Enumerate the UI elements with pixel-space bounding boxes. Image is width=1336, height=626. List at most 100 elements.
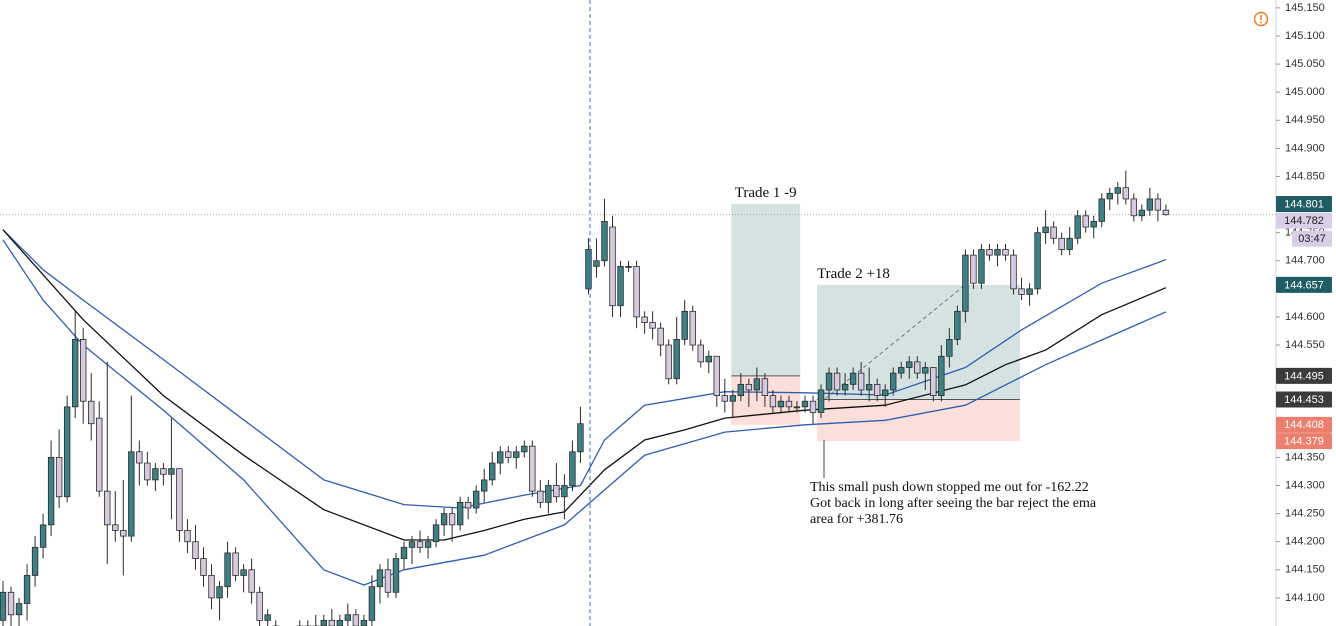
candle-body [112, 524, 119, 531]
candle-body [1114, 187, 1121, 194]
candle-body [47, 457, 55, 526]
candle-body [577, 423, 584, 453]
candle-body [609, 226, 616, 307]
candle-body [144, 462, 151, 481]
y-tick-label: 144.550 [1285, 339, 1325, 351]
candle-body [120, 530, 127, 537]
candle-body [761, 378, 769, 397]
y-tick-label: 144.700 [1285, 255, 1325, 267]
price-badge-label: 144.801 [1284, 198, 1324, 210]
candle-body [801, 400, 809, 408]
candle-body [31, 546, 39, 576]
candle-body [521, 445, 528, 453]
warning-icon[interactable] [1253, 11, 1269, 27]
candle-body [1090, 221, 1097, 228]
y-tick-label: 144.300 [1285, 479, 1325, 491]
candle-body [930, 367, 937, 397]
candle-body [128, 451, 135, 537]
candle-body [537, 490, 544, 503]
candle-body [745, 383, 753, 391]
candle-body [0, 591, 7, 621]
candle-body [104, 490, 111, 526]
candle-body [464, 501, 472, 509]
candle-body [1082, 215, 1089, 228]
price-badge [1276, 391, 1332, 408]
candle-body [922, 367, 929, 374]
candle-body [1058, 237, 1065, 250]
candle-body [23, 575, 31, 604]
candle-body [328, 619, 336, 626]
candle-body [200, 558, 207, 576]
price-badge-label: 144.379 [1284, 436, 1324, 448]
candle-body [1042, 226, 1049, 234]
y-tick-label: 145.000 [1285, 86, 1325, 98]
candle-body [873, 383, 881, 397]
candle-body [793, 406, 801, 409]
candle-body [890, 372, 897, 391]
trade-label: Trade 1 -9 [735, 185, 797, 201]
candle-body [849, 372, 857, 385]
price-badge-label: 144.408 [1284, 419, 1324, 431]
candle-body [777, 400, 785, 408]
candle-body [649, 322, 656, 329]
candle-body [424, 541, 432, 548]
candle-body [713, 355, 720, 397]
candle-body [264, 614, 271, 621]
candle-body [80, 339, 87, 402]
annotation-text: Got back in long after seeing the bar re… [810, 496, 1097, 511]
candle-body [1018, 288, 1025, 295]
candle-body [336, 619, 344, 626]
candle-body [729, 395, 737, 402]
timer-badge [1292, 230, 1332, 247]
candle-body [906, 361, 913, 368]
candle-body [817, 389, 825, 413]
candle-body [1026, 288, 1033, 295]
y-tick-label: 144.600 [1285, 311, 1325, 323]
candle-body [946, 339, 953, 357]
candle-body [841, 383, 849, 391]
candle-body [593, 260, 600, 267]
candle-body [376, 569, 384, 588]
candle-body [545, 485, 552, 503]
candle-body [994, 249, 1001, 256]
candle-body [256, 591, 263, 621]
candle-body [224, 552, 231, 588]
candle-body [785, 400, 793, 408]
candle-body [7, 591, 15, 616]
ema-line [2, 229, 1167, 509]
y-tick-label: 145.100 [1285, 30, 1325, 42]
price-badge [1276, 433, 1332, 450]
candle-body [497, 451, 504, 464]
candle-body [448, 513, 456, 526]
candle-body [1122, 187, 1129, 200]
candle-body [160, 468, 167, 475]
price-badge-label: 144.657 [1284, 279, 1324, 291]
candle-body [665, 344, 672, 380]
candle-body [1034, 232, 1041, 290]
candle-body [865, 383, 873, 391]
y-tick-label: 144.900 [1285, 142, 1325, 154]
candle-body [1050, 226, 1057, 239]
candle-body [1066, 237, 1073, 250]
candle-body [513, 451, 520, 458]
candle-body [392, 558, 400, 593]
candle-body [1010, 254, 1017, 290]
candle-body [1098, 198, 1105, 222]
candle-body [657, 327, 664, 346]
candle-body [15, 603, 23, 616]
candle-body [769, 395, 777, 408]
candle-body [970, 254, 977, 284]
candle-body [320, 619, 327, 626]
candle-body [561, 485, 568, 498]
timer-label: 03:47 [1298, 233, 1326, 245]
candle-body [641, 316, 648, 323]
candle-body [1162, 209, 1170, 216]
candle-body [938, 355, 945, 397]
candle-body [184, 530, 191, 543]
candle-body [753, 378, 761, 391]
candle-body [39, 524, 47, 548]
candle-body [489, 462, 496, 481]
candle-body [456, 501, 464, 526]
